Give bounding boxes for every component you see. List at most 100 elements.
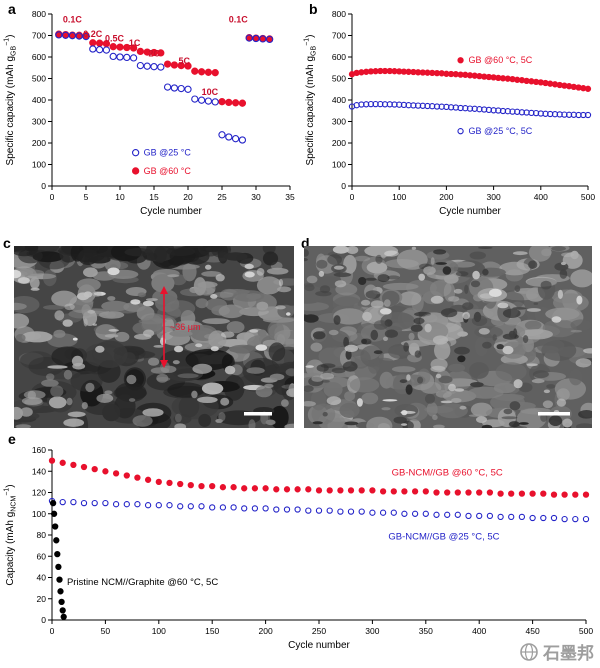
- sem-texture-blob: [557, 289, 563, 299]
- y-axis-label: Specific capacity (mAh gGB−1): [304, 35, 318, 166]
- sem-texture-blob: [62, 319, 73, 327]
- chart-annotation: GB-NCM//GB @25 °C, 5C: [388, 531, 499, 542]
- sem-texture-blob: [16, 269, 45, 277]
- y-tick-label: 120: [32, 488, 46, 498]
- sem-texture-blob: [430, 365, 446, 373]
- x-axis-label: Cycle number: [288, 640, 350, 651]
- sem-texture-blob: [310, 342, 323, 352]
- y-tick-label: 600: [332, 52, 346, 62]
- series-pristine-ncm-graphite-60-c-5c: [49, 499, 67, 620]
- sem-texture-blob: [433, 424, 445, 428]
- sem-texture-blob: [321, 380, 330, 383]
- data-point: [358, 508, 365, 515]
- chart-annotation: Pristine NCM//Graphite @60 °C, 5C: [67, 577, 218, 588]
- sem-texture-blob: [426, 402, 438, 417]
- sem-texture-blob: [286, 388, 294, 398]
- sem-texture-blob: [366, 261, 388, 274]
- sem-texture-blob: [502, 308, 521, 318]
- sem-texture-blob: [406, 374, 411, 381]
- data-point: [170, 61, 179, 69]
- sem-texture-blob: [95, 345, 105, 353]
- sem-texture-blob: [430, 257, 435, 265]
- sem-texture-blob: [528, 246, 552, 262]
- data-point: [245, 34, 253, 42]
- sem-texture-blob: [305, 365, 314, 368]
- sem-texture-blob: [281, 384, 294, 389]
- sem-texture-blob: [142, 300, 154, 307]
- legend-marker: [457, 57, 464, 64]
- sem-texture-blob: [405, 279, 437, 296]
- data-point: [337, 487, 344, 494]
- sem-texture-blob: [470, 382, 484, 388]
- sem-texture-blob: [264, 383, 274, 389]
- x-tick-label: 0: [50, 192, 55, 202]
- sem-texture-blob: [172, 360, 180, 365]
- data-point: [584, 85, 592, 92]
- sem-texture-blob: [343, 336, 349, 348]
- y-tick-label: 800: [32, 9, 46, 19]
- data-point: [163, 83, 172, 91]
- sem-texture-blob: [30, 287, 40, 291]
- sem-texture-blob: [545, 307, 580, 321]
- data-point: [80, 463, 88, 471]
- sem-texture-blob: [519, 329, 553, 340]
- sem-texture-blob: [472, 270, 480, 280]
- data-point: [61, 31, 70, 39]
- data-point: [465, 512, 472, 520]
- x-tick-label: 500: [581, 192, 595, 202]
- sem-texture-blob: [72, 362, 86, 370]
- data-point: [486, 489, 494, 496]
- watermark: 石墨邦: [519, 639, 594, 664]
- sem-texture-blob: [101, 300, 130, 312]
- sem-texture-blob: [244, 271, 255, 278]
- sem-texture-blob: [256, 301, 269, 311]
- sem-texture-blob: [408, 332, 415, 341]
- data-point: [315, 507, 323, 514]
- data-point: [508, 490, 515, 497]
- sem-texture-blob: [432, 335, 449, 345]
- sem-texture-blob: [365, 277, 377, 281]
- y-tick-label: 100: [332, 160, 346, 170]
- sem-texture-blob: [536, 338, 565, 354]
- sem-texture-blob: [23, 390, 46, 400]
- sem-texture-blob: [438, 375, 453, 384]
- data-point: [70, 498, 77, 506]
- sem-texture-blob: [201, 271, 222, 277]
- data-point: [102, 468, 109, 475]
- data-point: [116, 43, 124, 51]
- sem-texture-blob: [210, 346, 219, 352]
- data-point: [89, 45, 97, 53]
- legend-marker: [131, 167, 140, 175]
- sem-texture-blob: [344, 391, 356, 401]
- sem-texture-blob: [220, 397, 230, 406]
- sem-texture-blob: [91, 291, 102, 297]
- panel-label-b: b: [309, 1, 318, 17]
- y-tick-label: 500: [332, 74, 346, 84]
- data-point: [197, 68, 206, 76]
- data-point: [197, 96, 206, 104]
- sem-texture-blob: [518, 422, 529, 425]
- sem-texture-blob: [83, 267, 98, 278]
- sem-texture-blob: [153, 246, 167, 263]
- sem-texture-blob: [526, 363, 538, 367]
- sem-texture-blob: [20, 407, 33, 417]
- data-point: [326, 487, 333, 494]
- sem-texture-blob: [457, 355, 466, 363]
- data-point: [144, 476, 152, 483]
- data-point: [155, 502, 162, 509]
- sem-texture-blob: [202, 318, 230, 325]
- sem-texture-blob: [137, 292, 146, 298]
- sem-texture-blob: [177, 373, 199, 379]
- data-point: [305, 507, 312, 514]
- data-point: [75, 32, 83, 40]
- sem-texture-blob: [14, 246, 38, 257]
- data-point: [129, 44, 138, 52]
- sem-texture-blob: [373, 320, 388, 330]
- chart-annotation: 0.1C: [63, 15, 83, 25]
- thickness-label: ~36 μm: [170, 322, 200, 332]
- sem-texture-blob: [123, 302, 146, 312]
- data-point: [315, 487, 323, 494]
- sem-texture-blob: [274, 329, 294, 345]
- data-point: [177, 61, 185, 70]
- data-point: [198, 503, 205, 510]
